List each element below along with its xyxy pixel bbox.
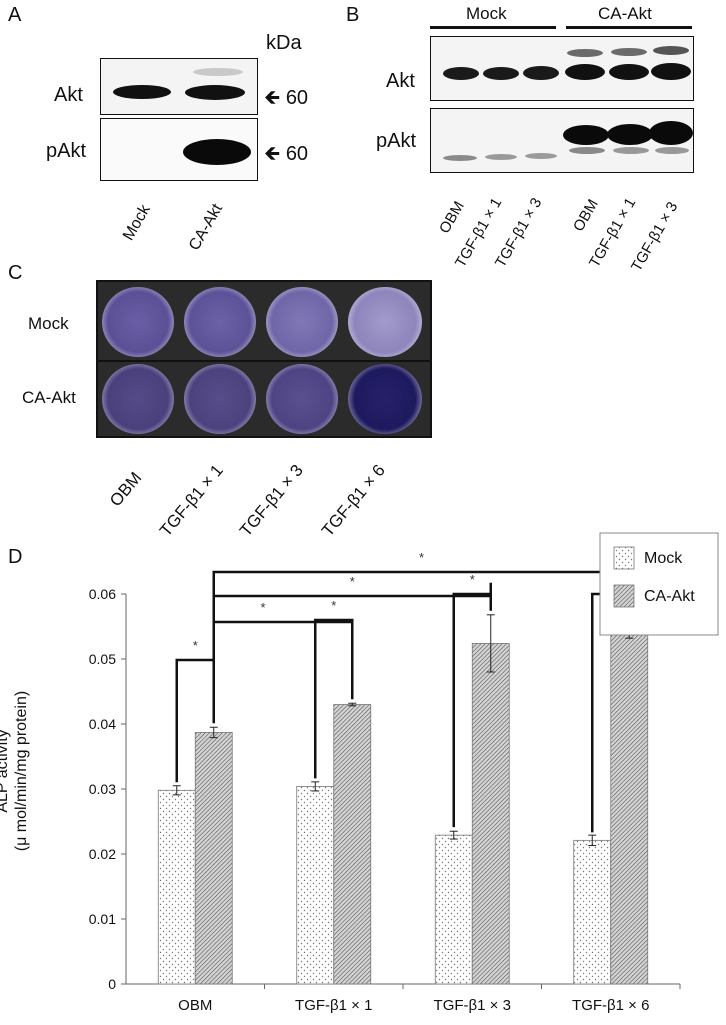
group-ca-akt-label: CA-Akt xyxy=(598,4,652,23)
well xyxy=(102,364,174,434)
well xyxy=(266,287,338,357)
significance-star: * xyxy=(331,598,336,613)
band xyxy=(185,85,245,100)
significance-star: * xyxy=(470,572,475,587)
panel-b-pakt-blot xyxy=(430,108,694,173)
band xyxy=(523,66,559,80)
panel-b-row-akt-label: Akt xyxy=(386,70,415,92)
y-tick-label: 0.02 xyxy=(89,846,116,862)
band xyxy=(653,46,689,55)
y-tick-label: 0.04 xyxy=(89,716,116,732)
band xyxy=(443,67,479,80)
panel-a-pakt-marker: 🡸 60 xyxy=(264,143,309,165)
group-ca-akt-bar xyxy=(566,26,692,29)
x-tick-label: TGF-β1 × 6 xyxy=(572,997,649,1014)
bar-mock-3 xyxy=(573,839,612,985)
panel-a-pakt-blot xyxy=(100,118,258,181)
bar-ca-akt-2 xyxy=(471,643,510,985)
legend-label-mock: Mock xyxy=(644,550,683,567)
band xyxy=(611,48,647,56)
x-tick-label: TGF-β1 × 3 xyxy=(434,997,511,1014)
bar-ca-akt-1 xyxy=(333,704,372,985)
band xyxy=(113,85,171,99)
well xyxy=(348,364,422,434)
y-tick-label: 0 xyxy=(108,976,116,992)
panel-b-letter: B xyxy=(346,4,360,26)
legend-swatch-mock xyxy=(613,546,635,570)
panel-c-row-ca-akt-label: CA-Akt xyxy=(22,388,76,407)
panel-a-row-pakt-label: pAkt xyxy=(46,140,87,162)
y-axis-title: ALP activity xyxy=(0,729,11,813)
significance-bracket xyxy=(452,592,492,828)
well xyxy=(184,364,256,434)
panel-c-letter: C xyxy=(8,262,23,284)
panel-a-akt-marker: 🡸 60 xyxy=(264,87,309,109)
panel-a-letter: A xyxy=(8,4,22,26)
y-tick-label: 0.01 xyxy=(89,911,116,927)
band xyxy=(607,124,653,145)
band xyxy=(651,63,691,80)
band xyxy=(443,155,477,161)
well xyxy=(348,287,422,357)
bar-mock-0 xyxy=(157,789,196,985)
significance-star: * xyxy=(193,638,198,653)
band xyxy=(569,147,605,154)
y-tick-label: 0.03 xyxy=(89,781,116,797)
band xyxy=(649,121,693,145)
well xyxy=(184,287,256,357)
band xyxy=(609,64,649,80)
significance-bracket xyxy=(212,620,354,696)
bar-ca-akt-3 xyxy=(610,629,649,985)
bar-mock-1 xyxy=(296,786,335,985)
band xyxy=(563,125,609,145)
panel-c-row-mock-label: Mock xyxy=(28,314,69,333)
band xyxy=(565,64,605,80)
group-mock-bar xyxy=(430,26,556,29)
staining-plate xyxy=(96,280,432,438)
band xyxy=(485,154,517,160)
panel-a-row-akt-label: Akt xyxy=(54,84,83,106)
x-tick-label: OBM xyxy=(178,997,212,1014)
band xyxy=(483,67,519,80)
arrow-left-icon: 🡸 xyxy=(264,143,281,165)
significance-bracket xyxy=(212,570,631,696)
well xyxy=(102,287,174,357)
arrow-left-icon: 🡸 xyxy=(264,87,281,109)
kda-unit-label: kDa xyxy=(266,32,302,54)
significance-star: * xyxy=(260,600,265,615)
panel-b-row-pakt-label: pAkt xyxy=(376,130,417,152)
significance-star: * xyxy=(350,574,355,589)
y-tick-label: 0.06 xyxy=(89,586,116,602)
y-axis-unit: (μ mol/min/mg protein) xyxy=(13,690,30,852)
bar-mock-2 xyxy=(434,834,473,985)
group-mock-label: Mock xyxy=(466,4,507,23)
bar-ca-akt-0 xyxy=(194,732,233,985)
band xyxy=(655,147,689,154)
well xyxy=(266,364,338,434)
panel-a-akt-blot xyxy=(100,58,258,115)
plate-divider xyxy=(98,360,430,362)
panel-d-letter: D xyxy=(8,546,23,568)
band xyxy=(613,147,649,154)
band xyxy=(183,139,251,165)
x-tick-label: TGF-β1 × 1 xyxy=(295,997,372,1014)
significance-star: * xyxy=(419,550,424,565)
band xyxy=(193,68,243,76)
y-tick-label: 0.05 xyxy=(89,651,116,667)
band xyxy=(525,153,557,159)
band xyxy=(567,49,603,57)
legend-label-ca-akt: CA-Akt xyxy=(644,588,695,605)
panel-b-akt-blot xyxy=(430,36,694,101)
legend-swatch-ca-akt xyxy=(613,584,635,608)
